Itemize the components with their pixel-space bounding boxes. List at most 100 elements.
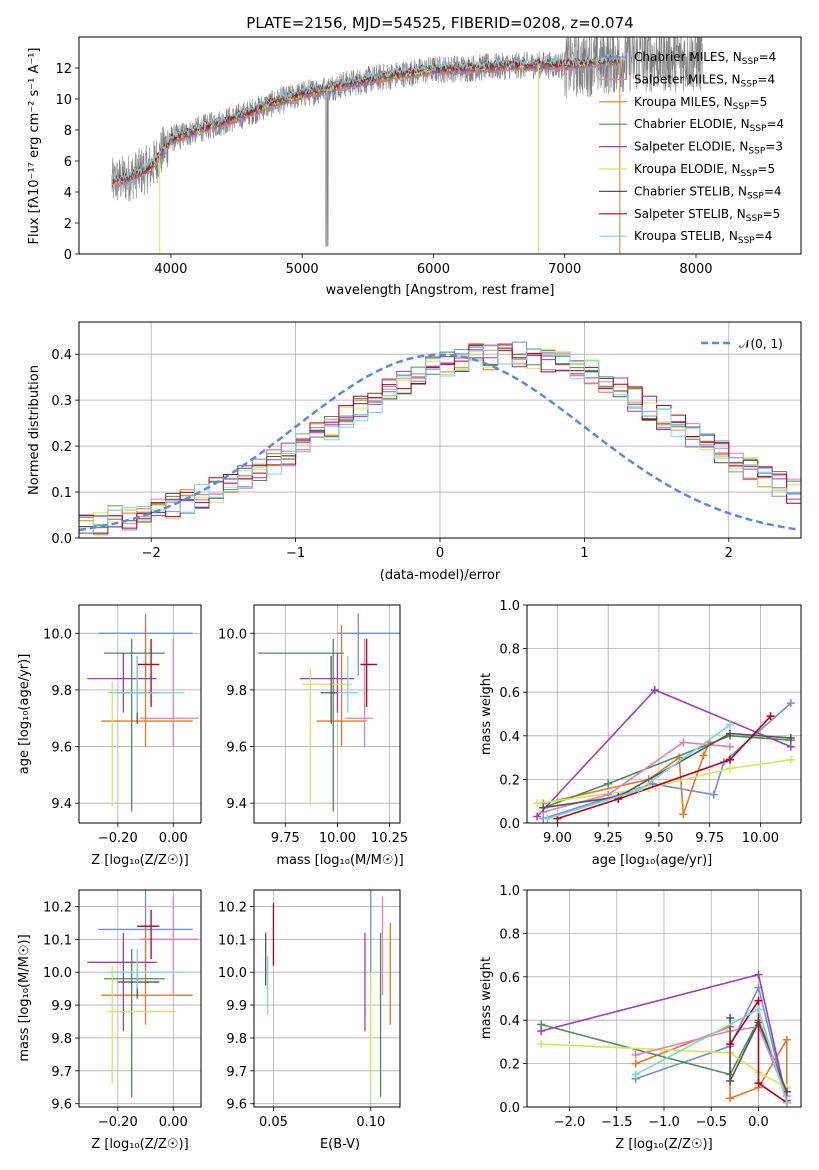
y-tick-label: 9.6 — [226, 1098, 247, 1113]
y-tick-label: 9.9 — [51, 999, 72, 1014]
weight-series-line — [543, 741, 711, 815]
x-tick-label: −1.5 — [601, 1115, 633, 1130]
weight-point-marker — [631, 1070, 640, 1079]
weight-vs-metallicity-y-ticks: 0.0 0.2 0.4 0.6 0.8 1.0 — [499, 884, 527, 1116]
x-tick-label: 9.75 — [271, 831, 300, 846]
y-tick-label: 9.7 — [51, 1065, 72, 1080]
y-tick-label: 10.0 — [218, 627, 247, 642]
spectrum-panel: PLATE=2156, MJD=54525, FIBERID=0208, z=0… — [27, 14, 802, 298]
histogram-series-step — [79, 347, 801, 534]
y-tick-label: 9.7 — [226, 1065, 247, 1080]
y-tick-label: 0.1 — [51, 486, 72, 501]
weight-point-marker — [533, 812, 542, 821]
x-tick-label: 9.00 — [543, 831, 572, 846]
y-tick-label: 9.6 — [51, 741, 72, 756]
weight-point-marker — [766, 712, 775, 721]
mass-vs-metallicity-y-label: mass [log₁₀(M/M☉)] — [17, 934, 32, 1061]
weight-vs-age-y-label: mass weight — [479, 673, 494, 755]
histogram-series-step — [79, 345, 801, 533]
y-tick-label: 0 — [64, 248, 72, 263]
y-tick-label: 0.4 — [499, 1014, 520, 1029]
y-tick-label: 9.6 — [51, 1098, 72, 1113]
y-tick-label: 2 — [64, 217, 72, 232]
weight-series-line — [635, 1025, 788, 1097]
mass-vs-metallicity-x-ticks: −0.20 0.00 — [98, 1107, 188, 1130]
weight-point-marker — [726, 1076, 735, 1085]
y-tick-label: 9.4 — [51, 797, 72, 812]
legend-label: Chabrier MILES, NSSP=4 — [634, 50, 776, 67]
weight-point-marker — [754, 970, 763, 979]
histogram-x-ticks: −2 −1 0 1 2 — [142, 538, 733, 561]
age-vs-metallicity-frame — [78, 604, 202, 824]
weight-series-line — [557, 715, 772, 820]
weight-point-marker — [725, 720, 734, 729]
mass-vs-extinction-frame — [253, 889, 401, 1108]
x-tick-label: 6000 — [417, 262, 450, 277]
y-tick-label: 0.0 — [51, 532, 72, 547]
histogram-legend-label: 𝒩(0, 1) — [739, 337, 783, 351]
x-tick-label: 7000 — [548, 262, 581, 277]
weight-vs-age-lines — [533, 686, 795, 823]
weight-series-line — [542, 734, 791, 809]
weight-point-marker — [725, 764, 734, 773]
y-tick-label: 9.4 — [226, 797, 247, 812]
mass-vs-extinction-panel: 0.05 0.10 9.6 9.7 9.8 9.9 10.0 10.1 10.2 E(B-V) — [218, 889, 401, 1152]
weight-point-marker — [604, 790, 613, 799]
spectrum-legend: Chabrier MILES, NSSP=4 Salpeter MILES, NS… — [599, 50, 784, 246]
x-tick-label: 2 — [725, 546, 733, 561]
x-tick-label: −0.20 — [98, 1115, 138, 1130]
spectrum-y-label: Flux [fλ10⁻¹⁷ erg cm⁻² s⁻¹ A⁻¹] — [27, 48, 42, 245]
weight-point-marker — [786, 699, 795, 708]
weight-vs-age-frame — [526, 604, 802, 824]
weight-point-marker — [725, 755, 734, 764]
histogram-x-label: (data-model)/error — [380, 568, 501, 583]
spectrum-x-label: wavelength [Angstrom, rest frame] — [326, 283, 555, 298]
y-tick-label: 0.0 — [499, 817, 520, 832]
x-tick-label: 10.25 — [371, 831, 408, 846]
age-vs-mass-errorbars — [258, 613, 400, 812]
mass-vs-extinction-errorbars — [265, 890, 391, 1098]
age-vs-metallicity-y-ticks: 9.4 9.6 9.8 10.0 — [43, 627, 79, 812]
weight-vs-age-y-ticks: 0.0 0.2 0.4 0.6 0.8 1.0 — [499, 599, 527, 832]
y-tick-label: 10.2 — [218, 900, 247, 915]
weight-point-marker — [679, 738, 688, 747]
age-vs-metallicity-y-label: age [log₁₀(age/yr)] — [17, 654, 32, 775]
spectrum-title: PLATE=2156, MJD=54525, FIBERID=0208, z=0… — [246, 14, 633, 32]
y-tick-label: 9.9 — [226, 999, 247, 1014]
weight-point-marker — [634, 786, 643, 795]
x-tick-label: 0.05 — [259, 1115, 288, 1130]
age-vs-metallicity-errorbars — [87, 613, 199, 812]
weight-vs-age-grid — [527, 604, 801, 824]
mass-vs-extinction-x-label: E(B-V) — [320, 1137, 360, 1152]
histogram-panel: −2 −1 0 1 2 0.0 0.1 0.2 0.3 0.4 (data-model)/err… — [27, 321, 802, 583]
mass-vs-metallicity-panel: −0.20 0.00 9.6 9.7 9.8 9.9 10.0 10.1 10.2 Z [lo… — [17, 889, 202, 1152]
weight-point-marker — [631, 1059, 640, 1068]
histogram-y-label: Normed distribution — [27, 365, 42, 495]
mass-vs-metallicity-grid — [79, 890, 201, 1107]
weight-point-marker — [754, 1079, 763, 1088]
x-tick-label: 0.00 — [159, 1115, 188, 1130]
age-vs-metallicity-x-label: Z [log₁₀(Z/Z☉)] — [91, 853, 188, 868]
y-tick-label: 10 — [55, 93, 72, 108]
spectrum-x-ticks: 4000 5000 6000 7000 8000 — [154, 254, 713, 277]
weight-point-marker — [631, 1050, 640, 1059]
weight-point-marker — [699, 751, 708, 760]
x-tick-label: 9.50 — [644, 831, 673, 846]
age-vs-mass-y-ticks: 9.4 9.6 9.8 10.0 — [218, 627, 254, 812]
y-tick-label: 1.0 — [499, 599, 520, 614]
weight-series-line — [536, 759, 792, 805]
age-vs-mass-x-label: mass [log₁₀(M/M☉)] — [276, 853, 403, 868]
mass-vs-metallicity-errorbars — [87, 890, 199, 1098]
x-tick-label: 10.00 — [742, 831, 779, 846]
y-tick-label: 9.6 — [226, 741, 247, 756]
weight-point-marker — [786, 733, 795, 742]
weight-vs-metallicity-x-ticks: −2.0 −1.5 −1.0 −0.5 0.0 — [554, 1107, 769, 1130]
y-tick-label: 10.1 — [218, 933, 247, 948]
y-tick-label: 10.0 — [218, 966, 247, 981]
x-tick-label: −2.0 — [554, 1115, 586, 1130]
age-vs-mass-grid — [254, 605, 400, 823]
weight-vs-metallicity-x-label: Z [log₁₀(Z/Z☉)] — [615, 1137, 712, 1152]
y-tick-label: 0.6 — [499, 971, 520, 986]
y-tick-label: 0.4 — [51, 348, 72, 363]
